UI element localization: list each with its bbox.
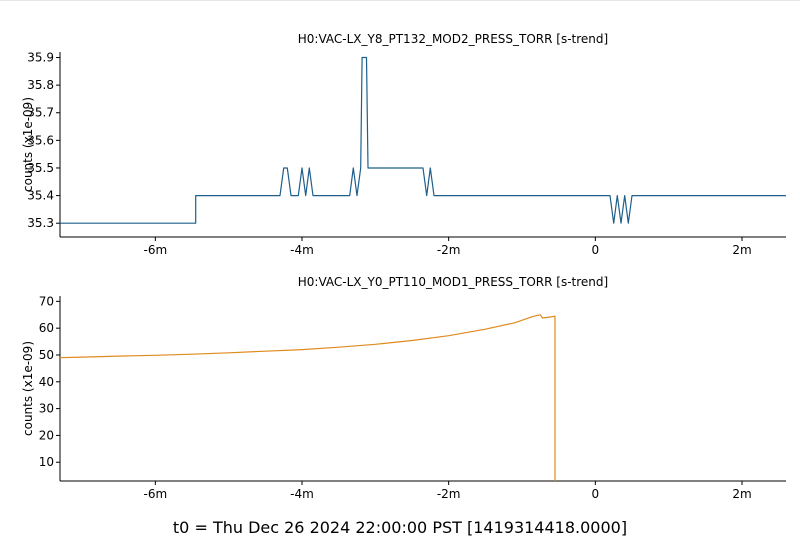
chart-2-y-tick-label: 40 (39, 375, 54, 389)
chart-2-x-tick-label: 2m (732, 487, 751, 501)
chart-2-y-tick-label: 10 (39, 455, 54, 469)
chart-2-x-tick-label: -6m (144, 487, 168, 501)
chart-1-x-tick-label: 2m (732, 243, 751, 257)
chart-1-y-tick-label: 35.3 (27, 216, 54, 230)
t0-label: t0 = Thu Dec 26 2024 22:00:00 PST [14193… (172, 518, 628, 537)
chart-2-x-tick-label: -4m (290, 487, 314, 501)
chart-1-y-axis-label: counts (x1e-09) (21, 97, 35, 192)
chart-1-x-tick-label: -4m (290, 243, 314, 257)
chart-1-x-tick-label: -2m (437, 243, 461, 257)
chart-1-title: H0:VAC-LX_Y8_PT132_MOD2_PRESS_TORR [s-tr… (298, 32, 608, 46)
chart-2-y-tick-label: 50 (39, 348, 54, 362)
chart-1-y-tick-label: 35.9 (27, 51, 54, 65)
chart-1-x-tick-label: 0 (592, 243, 600, 257)
chart-2-y-tick-label: 20 (39, 428, 54, 442)
chart-1-y-tick-label: 35.5 (27, 161, 54, 175)
chart-2-x-tick-label: 0 (592, 487, 600, 501)
chart-2-y-tick-label: 30 (39, 402, 54, 416)
chart-2-y-tick-label: 70 (39, 294, 54, 308)
window-top-border (0, 0, 800, 1)
chart-1-y-tick-label: 35.8 (27, 78, 54, 92)
chart-2-title: H0:VAC-LX_Y0_PT110_MOD1_PRESS_TORR [s-tr… (298, 275, 608, 289)
chart-2-series-line (60, 314, 556, 481)
chart-1-x-tick-label: -6m (144, 243, 168, 257)
chart-1-y-tick-label: 35.6 (27, 133, 54, 147)
chart-2-y-tick-label: 60 (39, 321, 54, 335)
chart-2-x-tick-label: -2m (437, 487, 461, 501)
chart-1-y-tick-label: 35.7 (27, 106, 54, 120)
chart-2-y-axis-label: counts (x1e-09) (21, 341, 35, 436)
chart-1-y-tick-label: 35.4 (27, 189, 54, 203)
chart-1-series-line (60, 56, 786, 224)
